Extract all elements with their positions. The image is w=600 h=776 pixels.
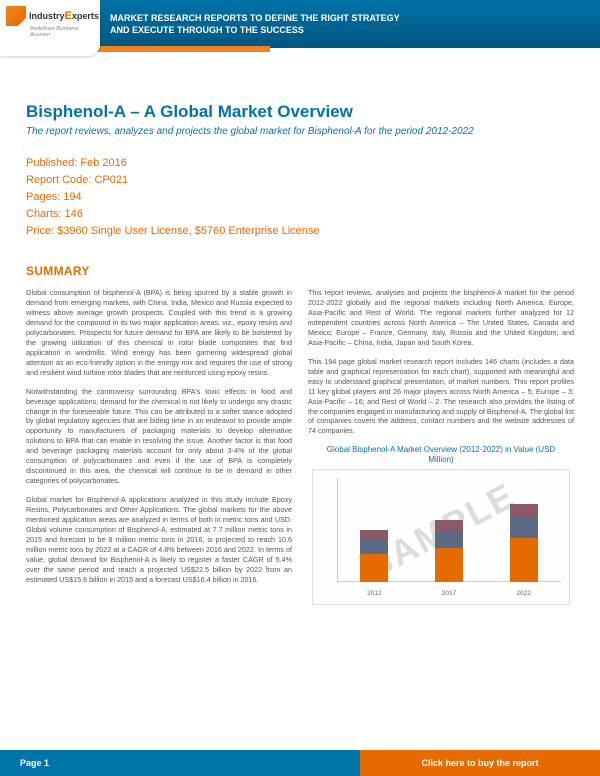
bar-label: 2022	[510, 590, 538, 597]
summary-columns: Global consumption of bisphenol-A (BPA) …	[26, 288, 574, 604]
logo-mark-icon	[6, 6, 26, 26]
bar: 2012	[360, 530, 388, 582]
para-l1: Global consumption of bisphenol-A (BPA) …	[26, 288, 292, 377]
logo-text-left: Industry	[29, 11, 65, 21]
header-tagline: MARKET RESEARCH REPORTS TO DEFINE THE RI…	[110, 12, 400, 36]
report-subtitle: The report reviews, analyzes and project…	[26, 126, 574, 137]
page-content: Bisphenol-A – A Global Market Overview T…	[0, 52, 600, 605]
para-r2: This 194 page global market research rep…	[308, 357, 574, 437]
right-column: This report reviews, analyses and projec…	[308, 288, 574, 604]
bar-label: 2017	[435, 590, 463, 597]
page-number: Page 1	[0, 750, 360, 776]
meta-charts: Charts: 146	[26, 206, 574, 223]
page-footer: Page 1 Click here to buy the report	[0, 750, 600, 776]
bar: 2017	[435, 520, 463, 582]
para-r1: This report reviews, analyses and projec…	[308, 288, 574, 348]
meta-pages: Pages: 194	[26, 189, 574, 206]
bar: 2022	[510, 504, 538, 582]
bar-group: 2012 2017 2022	[337, 478, 561, 582]
left-column: Global consumption of bisphenol-A (BPA) …	[26, 288, 292, 604]
summary-heading: SUMMARY	[26, 264, 574, 278]
chart-title: Global Bisphenol-A Market Overview (2012…	[318, 445, 564, 464]
brand-logo: IndustryExperts Redefines Business Acume…	[0, 0, 100, 56]
logo-tagline: Redefines Business Acumen	[30, 26, 100, 38]
meta-code: Report Code: CP021	[26, 172, 574, 189]
bar-label: 2012	[360, 590, 388, 597]
report-title: Bisphenol-A – A Global Market Overview	[26, 102, 574, 122]
logo-wordmark: IndustryExperts	[29, 10, 99, 22]
sample-chart: SAMPLE 201220172022	[312, 469, 570, 605]
meta-published: Published: Feb 2016	[26, 155, 574, 172]
meta-price: Price: $3960 Single User License, $5760 …	[26, 223, 574, 240]
logo-text-right: xperts	[72, 11, 99, 21]
header-line2: AND EXECUTE THROUGH TO THE SUCCESS	[110, 25, 304, 35]
para-l3: Global market for Bisphenol-A applicatio…	[26, 495, 292, 584]
report-meta: Published: Feb 2016 Report Code: CP021 P…	[26, 155, 574, 240]
logo-text-x: E	[65, 10, 72, 22]
para-l2: Notwithstanding the controversy surround…	[26, 387, 292, 486]
header-line1: MARKET RESEARCH REPORTS TO DEFINE THE RI…	[110, 13, 400, 23]
buy-report-button[interactable]: Click here to buy the report	[360, 750, 600, 776]
